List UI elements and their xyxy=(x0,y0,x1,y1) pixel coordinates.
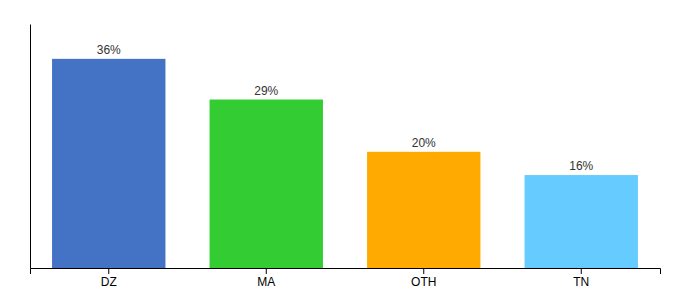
x-tick-label: TN xyxy=(573,275,589,289)
x-tick: MA xyxy=(257,268,275,289)
x-tick: DZ xyxy=(101,268,117,289)
y-axis xyxy=(30,25,31,269)
x-tick: OTH xyxy=(411,268,436,289)
x-tick-label: MA xyxy=(257,275,275,289)
x-tick-label: OTH xyxy=(411,275,436,289)
bars xyxy=(52,59,638,268)
data-labels: 36% 29% 20% 16% xyxy=(97,43,594,173)
x-tick-mark xyxy=(581,268,582,274)
bar xyxy=(52,59,165,268)
data-label: 16% xyxy=(569,159,593,173)
x-tick: TN xyxy=(573,268,589,289)
data-label: 29% xyxy=(254,84,278,98)
data-label: 36% xyxy=(97,43,121,57)
bar xyxy=(525,175,638,268)
bar xyxy=(367,152,480,268)
x-tick-mark xyxy=(266,268,267,274)
x-axis: DZ MA OTH TN xyxy=(31,268,661,289)
chart: 36% 29% 20% 16% DZ MA OTH TN xyxy=(0,0,680,300)
bar xyxy=(210,100,323,268)
y-axis-line xyxy=(30,25,31,269)
x-tick-label: DZ xyxy=(101,275,117,289)
x-tick-mark xyxy=(423,268,424,274)
data-label: 20% xyxy=(412,136,436,150)
x-axis-line xyxy=(31,269,661,275)
x-tick-mark xyxy=(108,268,109,274)
plot: 36% 29% 20% 16% DZ MA OTH TN xyxy=(31,25,661,289)
